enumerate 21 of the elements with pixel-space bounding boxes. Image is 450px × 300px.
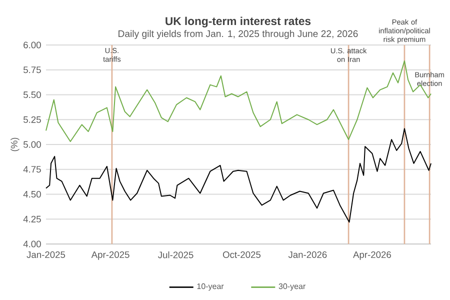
y-tick-label: 4.25: [23, 216, 41, 222]
y-tick-label: 5.25: [24, 116, 41, 123]
y-tick-label: 5.50: [24, 91, 41, 98]
x-tick-label: Oct-2025: [222, 251, 261, 258]
y-tick-label: 6.00: [24, 42, 41, 48]
x-tick-label: Apr-2026: [353, 251, 391, 260]
y-tick-label: 4.50: [23, 190, 41, 198]
y-tick-label: 4.00: [23, 240, 41, 248]
y-tick-label: 4.75: [23, 166, 41, 173]
legend-label: 10-year: [197, 283, 224, 291]
y-tick-label: 5.75: [24, 66, 41, 74]
x-tick-label: Jan-2026: [288, 251, 327, 258]
x-tick-label: Jul-2025: [158, 251, 194, 258]
y-axis-title: (%): [10, 138, 20, 152]
x-tick-label: Jan-2025: [26, 251, 66, 258]
chart-title: UK long-term interest rates: [166, 16, 311, 28]
y-tick-label: 5.00: [24, 141, 41, 148]
x-tick-label: Apr-2025: [91, 251, 130, 260]
chart-subtitle: Daily gilt yields from Jan. 1, 2025 through June 22, 2026: [118, 30, 358, 39]
legend-label: 30-year: [278, 283, 306, 291]
line-series: [46, 128, 432, 223]
